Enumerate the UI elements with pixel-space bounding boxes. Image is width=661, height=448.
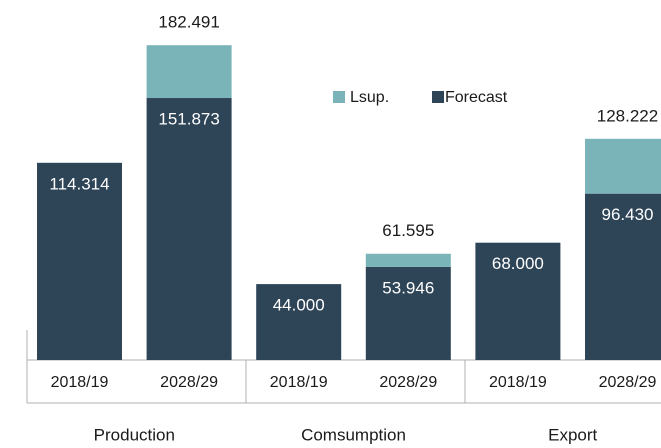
bar-segment bbox=[365, 253, 451, 267]
group-label: Production bbox=[94, 425, 175, 444]
legend-label: Lsup. bbox=[350, 89, 389, 106]
value-label: 151.873 bbox=[158, 110, 219, 129]
total-label: 61.595 bbox=[382, 221, 434, 240]
legend-swatch bbox=[432, 91, 444, 103]
bar-segment bbox=[365, 266, 451, 360]
x-tick-label: 2018/19 bbox=[489, 374, 547, 391]
legend-swatch bbox=[333, 91, 345, 103]
value-label: 68.000 bbox=[492, 254, 544, 273]
x-tick-label: 2018/19 bbox=[270, 374, 328, 391]
bar-segment bbox=[585, 138, 661, 194]
legend-label: Forecast bbox=[445, 89, 508, 106]
value-label: 44.000 bbox=[273, 296, 325, 315]
bar-segment bbox=[37, 162, 122, 360]
bar-segment bbox=[475, 242, 561, 360]
value-label: 96.430 bbox=[602, 205, 654, 224]
bar-segment bbox=[146, 45, 232, 99]
x-tick-label: 2018/19 bbox=[51, 374, 109, 391]
bar-segment bbox=[585, 193, 661, 360]
group-label: Comsumption bbox=[301, 425, 406, 444]
value-label: 114.314 bbox=[49, 174, 109, 193]
x-tick-label: 2028/29 bbox=[379, 374, 437, 391]
axis-frame bbox=[26, 330, 661, 404]
bar-segment bbox=[146, 98, 232, 360]
x-tick-label: 2028/29 bbox=[599, 374, 657, 391]
x-tick-label: 2028/29 bbox=[160, 374, 218, 391]
total-label: 128.222 bbox=[597, 106, 658, 125]
total-label: 182.491 bbox=[158, 13, 219, 32]
group-label: Export bbox=[548, 425, 597, 444]
bar-segment bbox=[256, 284, 342, 360]
value-label: 53.946 bbox=[382, 278, 434, 297]
